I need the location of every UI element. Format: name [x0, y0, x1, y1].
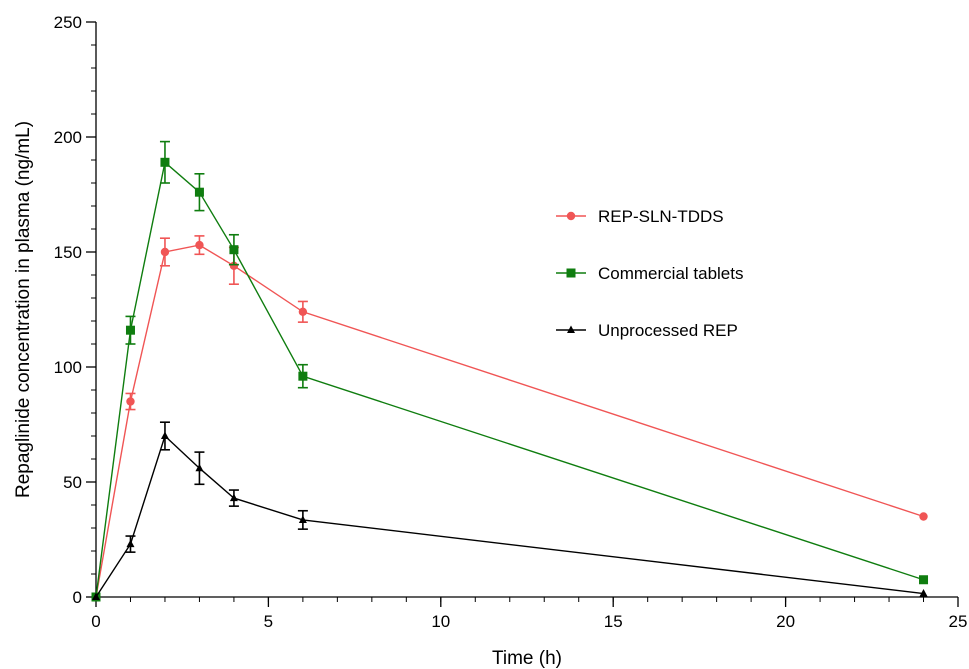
legend-label: REP-SLN-TDDS: [598, 207, 724, 226]
data-point: [298, 307, 308, 316]
data-point: [229, 261, 239, 270]
data-point: [126, 539, 135, 548]
x-tick-label: 0: [91, 612, 100, 631]
series-2: [91, 140, 929, 602]
data-point: [126, 397, 135, 406]
data-point: [919, 512, 928, 521]
legend-item: REP-SLN-TDDS: [556, 207, 724, 226]
series-1: [91, 235, 928, 602]
data-point: [229, 245, 239, 255]
legend-swatch-marker: [566, 211, 576, 221]
legend: REP-SLN-TDDS Commercial tablets Unprocesse…: [556, 207, 744, 340]
data-point: [92, 592, 100, 600]
data-point: [160, 157, 170, 167]
data-point: [195, 463, 204, 472]
data-point: [298, 371, 308, 381]
y-tick-label: 150: [54, 243, 82, 262]
data-point: [298, 515, 307, 523]
legend-item: Unprocessed REP: [556, 321, 738, 340]
legend-swatch-marker: [567, 325, 575, 333]
y-tick-label: 0: [73, 588, 82, 607]
legend-label: Commercial tablets: [598, 264, 744, 283]
x-tick-label: 15: [604, 612, 623, 631]
data-point: [160, 431, 169, 439]
data-point: [229, 493, 238, 502]
y-tick-label: 250: [54, 13, 82, 32]
x-axis-label: Time (h): [492, 648, 562, 669]
y-tick-label: 100: [54, 358, 82, 377]
data-point: [919, 589, 928, 597]
x-tick-label: 5: [264, 612, 273, 631]
series-layer: [91, 140, 929, 602]
x-tick-label: 10: [431, 612, 450, 631]
x-tick-label: 20: [776, 612, 795, 631]
data-point: [194, 187, 204, 197]
data-point: [160, 247, 170, 257]
data-point: [919, 575, 929, 585]
y-axis-label: Repaglinide concentration in plasma (ng/…: [13, 121, 34, 498]
data-point: [125, 325, 135, 335]
series-3: [92, 421, 928, 600]
series-line: [95, 434, 924, 598]
y-tick-label: 200: [54, 128, 82, 147]
data-point: [195, 240, 204, 250]
y-tick-label: 50: [63, 473, 82, 492]
legend-item: Commercial tablets: [556, 264, 744, 283]
legend-label: Unprocessed REP: [598, 321, 738, 340]
x-tick-label: 25: [949, 612, 968, 631]
legend-swatch-marker: [566, 268, 576, 278]
